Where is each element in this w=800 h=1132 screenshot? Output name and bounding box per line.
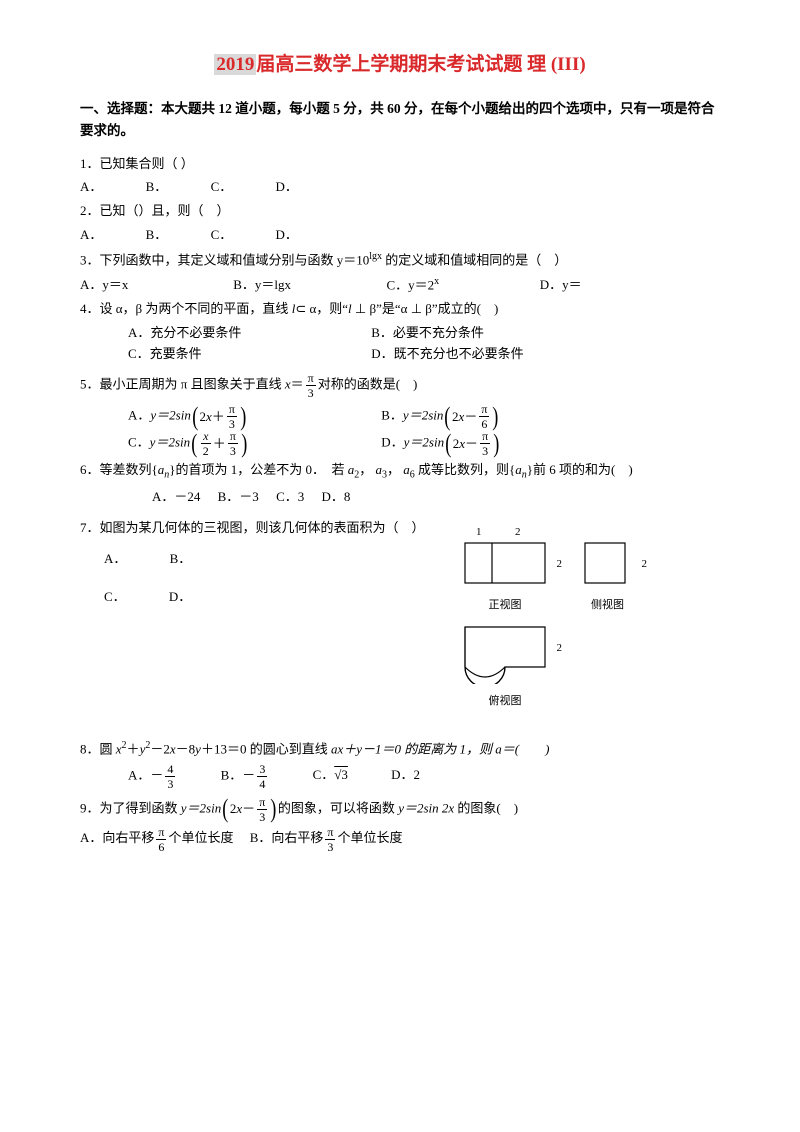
doc-title: 2019届高三数学上学期期末考试试题 理 (III) [80, 50, 720, 80]
q8: 8．圆 x2＋y2－2x－8y＋13＝0 的圆心到直线 ax＋y－1＝0 的距离… [80, 738, 720, 760]
q4-ab: A．充分不必要条件 B．必要不充分条件 [128, 323, 720, 344]
top-view-diagram: 2 俯视图 [460, 622, 550, 710]
section-1-header: 一、选择题：本大题共 12 道小题，每小题 5 分，共 60 分，在每个小题给出… [80, 98, 720, 141]
q4: 4．设 α，β 为两个不同的平面，直线 l⊂ α，则“l ⊥ β”是“α ⊥ β… [80, 299, 720, 320]
q6-d: D．8 [321, 489, 350, 504]
q8-opts: A．－43 B．－34 C．√3 D．2 [128, 763, 720, 790]
q1-c: C． [211, 177, 233, 198]
q1-a: A． [80, 177, 102, 198]
q7-c: C． [104, 587, 126, 608]
q3-t2: 的定义域和值域相同的是（ ） [382, 252, 567, 267]
q1-b: B． [146, 177, 168, 198]
q6-a: A．－24 [152, 489, 200, 504]
q5-b: B．y＝2sin(2x－π6) [381, 403, 500, 430]
q6-b: B．－3 [218, 489, 259, 504]
q1-text: 1．已知集合则（ ） [80, 154, 720, 175]
q6: 6．等差数列{an}的首项为 1，公差不为 0． 若 a2， a3， a6 成等… [80, 460, 720, 484]
q7-b: B． [170, 549, 192, 570]
q9-a: A．向右平移π6个单位长度 [80, 830, 233, 845]
q8-b: B．－34 [221, 763, 270, 790]
q2-c: C． [211, 225, 233, 246]
q4-b: B．必要不充分条件 [371, 323, 484, 344]
q2-a: A． [80, 225, 102, 246]
q9: 9．为了得到函数 y＝2sin(2x－π3)的图象，可以将函数 y＝2sin 2… [80, 796, 720, 823]
q2-text: 2．已知（）且，则（ ） [80, 201, 720, 222]
q5-a: A．y＝2sin(2x＋π3) [128, 403, 338, 430]
q4-cd: C．充要条件 D．既不充分也不必要条件 [128, 344, 720, 365]
q5-row1: A．y＝2sin(2x＋π3) B．y＝2sin(2x－π6) [128, 403, 720, 430]
q3-t1: 3．下列函数中，其定义域和值域分别与函数 y＝10 [80, 252, 369, 267]
q9-opts: A．向右平移π6个单位长度 B．向右平移π3个单位长度 [80, 826, 720, 853]
q3-c: C．y＝2x [387, 274, 497, 296]
q5-d: D．y＝2sin(2x－π3) [381, 430, 501, 457]
q5-c: C．y＝2sin(x2＋π3) [128, 430, 338, 457]
q4-a: A．充分不必要条件 [128, 323, 328, 344]
q7-d: D． [169, 587, 191, 608]
q9-b: B．向右平移π3个单位长度 [250, 830, 403, 845]
q3-d: D．y＝ [540, 275, 582, 296]
q7-wrap: 7．如图为某几何体的三视图，则该几何体的表面积为（ ） A． B． C． D． … [80, 518, 720, 718]
q3-b: B．y＝lgx [233, 275, 343, 296]
q2-opts: A． B． C． D． [80, 225, 720, 246]
q7-diagrams: 1 2 2 正视图 2 侧视图 [460, 538, 720, 717]
q7-text: 7．如图为某几何体的三视图，则该几何体的表面积为（ ） [80, 518, 720, 539]
q8-a: A．－43 [128, 763, 177, 790]
q4-d: D．既不充分也不必要条件 [371, 344, 523, 365]
q3: 3．下列函数中，其定义域和值域分别与函数 y＝10lgx 的定义域和值域相同的是… [80, 249, 720, 271]
q7-a: A． [104, 549, 126, 570]
q2-d: D． [275, 225, 297, 246]
front-view-diagram: 1 2 2 正视图 [460, 538, 550, 614]
q4-c: C．充要条件 [128, 344, 328, 365]
q8-c: C．√3 [313, 765, 348, 786]
q2-b: B． [146, 225, 168, 246]
q6-c: C．3 [276, 489, 304, 504]
q3-a: A．y＝x [80, 275, 190, 296]
side-view-diagram: 2 侧视图 [580, 538, 635, 614]
title-year: 2019 [214, 54, 256, 75]
q3-opts: A．y＝x B．y＝lgx C．y＝2x D．y＝ [80, 274, 720, 296]
q8-d: D．2 [391, 765, 420, 786]
q3-sup: lgx [369, 251, 382, 262]
q1-d: D． [275, 177, 297, 198]
q5-row2: C．y＝2sin(x2＋π3) D．y＝2sin(2x－π3) [128, 430, 720, 457]
q1-opts: A． B． C． D． [80, 177, 720, 198]
title-rest: 届高三数学上学期期末考试试题 理 (III) [256, 54, 585, 75]
q5: 5．最小正周期为 π 且图象关于直线 x＝π3对称的函数是( ) [80, 372, 720, 399]
q6-opts: A．－24 B．－3 C．3 D．8 [152, 487, 720, 508]
